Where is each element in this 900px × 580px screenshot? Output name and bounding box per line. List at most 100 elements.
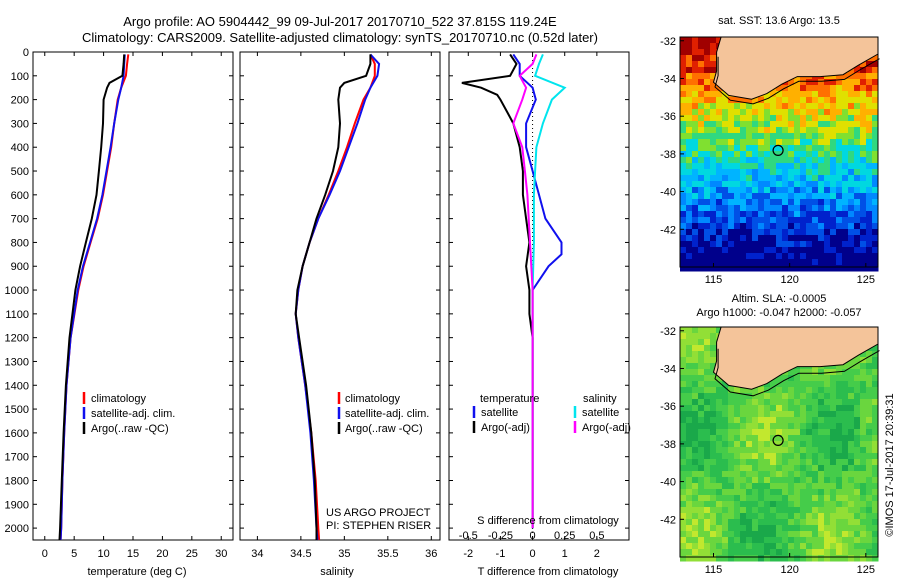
map-cell (860, 477, 867, 484)
map-cell (836, 519, 843, 526)
map-cell (776, 163, 783, 170)
map-cell (764, 175, 771, 182)
map-cell (848, 187, 855, 194)
map-cell (776, 417, 783, 424)
map-cell (704, 435, 711, 442)
map-cell (686, 531, 693, 538)
map-cell (794, 163, 801, 170)
depth-contour (714, 348, 880, 397)
map-cell (698, 115, 705, 122)
temperature-panel: 0100200300400500600700800900100011001200… (5, 47, 234, 560)
map-cell (686, 55, 693, 62)
map-cell (788, 525, 795, 532)
map-cell (686, 217, 693, 224)
map-cell (812, 151, 819, 158)
map-cell (872, 223, 879, 230)
x2-tick-label: 0.5 (589, 530, 604, 542)
map-cell (734, 127, 741, 134)
map-cell (770, 151, 777, 158)
map-cell (872, 97, 879, 104)
map-cell (830, 543, 837, 550)
map-cell (758, 459, 765, 466)
map-cell (842, 405, 849, 412)
map-cell (830, 199, 837, 206)
map-cell (848, 79, 855, 86)
map-cell (848, 217, 855, 224)
map-cell (752, 549, 759, 556)
map-cell (692, 411, 699, 418)
map-cell (692, 67, 699, 74)
map-cell (830, 181, 837, 188)
map-cell (776, 411, 783, 418)
map-cell (746, 199, 753, 206)
map-cell (812, 465, 819, 472)
map-cell (686, 43, 693, 50)
map-cell (692, 91, 699, 98)
map-cell (818, 97, 825, 104)
map-cell (752, 151, 759, 158)
map-cell (836, 477, 843, 484)
map-cell (764, 393, 771, 400)
map-cell (812, 369, 819, 376)
map-cell (746, 399, 753, 406)
map-cell (866, 423, 873, 430)
map-cell (746, 103, 753, 110)
map-cell (734, 399, 741, 406)
map-cell (824, 477, 831, 484)
map-cell (752, 531, 759, 538)
map-cell (704, 465, 711, 472)
x-tick-label: -1 (496, 548, 506, 560)
float-marker (772, 434, 784, 446)
map-cell (752, 205, 759, 212)
map-cell (866, 217, 873, 224)
map-cell (818, 259, 825, 266)
map-cell (704, 447, 711, 454)
map-cell (716, 265, 723, 272)
map-cell (704, 235, 711, 242)
map-cell (842, 193, 849, 200)
map-cell (758, 109, 765, 116)
map-cell (728, 399, 735, 406)
map-cell (692, 169, 699, 176)
map-cell (788, 91, 795, 98)
map-cell (740, 217, 747, 224)
map-cell (704, 193, 711, 200)
map-cell (854, 447, 861, 454)
map-cell (824, 381, 831, 388)
map-cell (818, 501, 825, 508)
map-cell (782, 163, 789, 170)
map-cell (830, 531, 837, 538)
map-cell (716, 507, 723, 514)
map-cell (704, 471, 711, 478)
map-cell (722, 381, 729, 388)
map-cell (692, 247, 699, 254)
series-line-argo-raw-qc- (58, 54, 126, 541)
map-cell (836, 259, 843, 266)
sla-map-title-1: Altim. SLA: -0.0005 (732, 293, 827, 305)
map-cell (764, 537, 771, 544)
map-cell (728, 145, 735, 152)
map-cell (764, 459, 771, 466)
map-cell (692, 175, 699, 182)
map-cell (824, 175, 831, 182)
map-cell (722, 471, 729, 478)
map-cell (716, 217, 723, 224)
map-cell (860, 399, 867, 406)
map-cell (752, 253, 759, 260)
map-cell (818, 103, 825, 110)
map-cell (812, 157, 819, 164)
map-cell (776, 127, 783, 134)
map-cell (710, 381, 717, 388)
map-cell (686, 555, 693, 562)
map-cell (794, 453, 801, 460)
map-cell (872, 235, 879, 242)
map-cell (788, 393, 795, 400)
map-cell (842, 265, 849, 272)
map-cell (704, 351, 711, 358)
map-cell (842, 187, 849, 194)
map-cell (710, 363, 717, 370)
map-cell (686, 483, 693, 490)
map-cell (686, 61, 693, 68)
map-cell (806, 91, 813, 98)
series-line-salinity-satellite (531, 54, 567, 529)
